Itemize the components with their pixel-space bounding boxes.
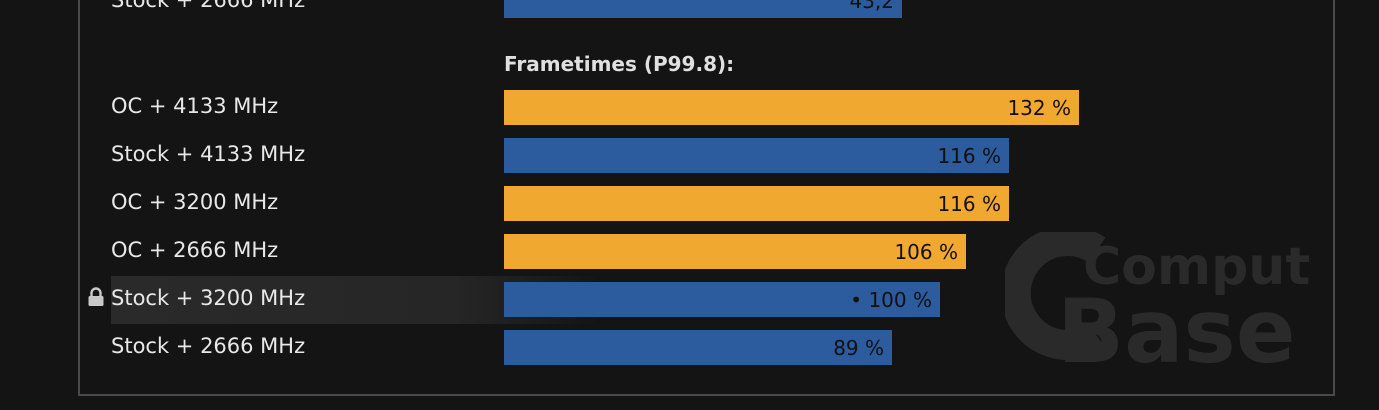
bar-oc: 132 % bbox=[504, 90, 1079, 125]
category-label: Stock + 2666 MHz bbox=[111, 334, 306, 358]
category-label: OC + 2666 MHz bbox=[111, 238, 279, 262]
bar-value-label: 132 % bbox=[1007, 95, 1071, 120]
previous-row-bar: 43,2 bbox=[504, 0, 902, 18]
bar-value-label: 106 % bbox=[894, 239, 958, 264]
chart-title: Frametimes (P99.8): bbox=[504, 52, 735, 76]
bar-stock: • 100 % bbox=[504, 282, 940, 317]
category-label: Stock + 4133 MHz bbox=[111, 142, 306, 166]
lock-icon bbox=[88, 287, 104, 306]
category-label: Stock + 3200 MHz bbox=[111, 286, 306, 310]
chart-frame bbox=[78, 0, 1335, 396]
category-label: OC + 4133 MHz bbox=[111, 94, 279, 118]
watermark-line1: Computer bbox=[1083, 237, 1310, 297]
previous-row-value: 43,2 bbox=[849, 0, 894, 13]
bar-value-label: • 100 % bbox=[850, 287, 932, 312]
bar-stock: 116 % bbox=[504, 138, 1009, 173]
bar-stock: 89 % bbox=[504, 330, 892, 365]
bar-oc: 106 % bbox=[504, 234, 966, 269]
bar-value-label: 116 % bbox=[937, 143, 1001, 168]
watermark-line2: Base bbox=[1057, 280, 1296, 367]
computerbase-logo-icon: Computer Base bbox=[1005, 232, 1310, 367]
bar-value-label: 89 % bbox=[833, 335, 884, 360]
category-label: OC + 3200 MHz bbox=[111, 190, 279, 214]
previous-row-label: Stock + 2666 MHz bbox=[111, 0, 306, 12]
bar-oc: 116 % bbox=[504, 186, 1009, 221]
bar-value-label: 116 % bbox=[937, 191, 1001, 216]
